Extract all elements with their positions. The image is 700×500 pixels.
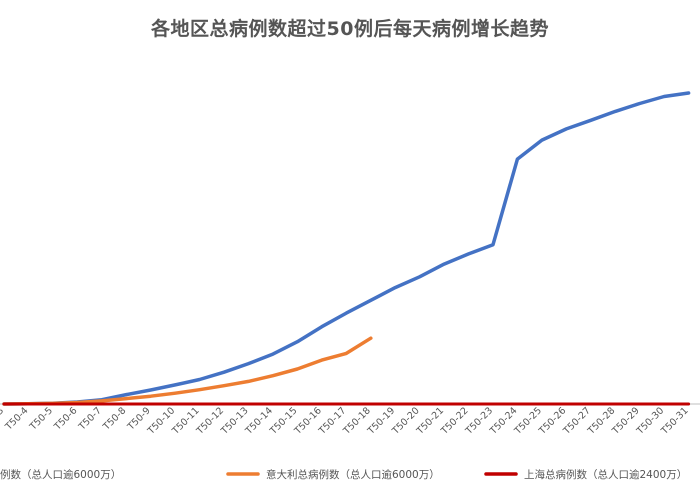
x-tick-label: T50-10 — [145, 405, 177, 437]
x-tick-label: T50-13 — [219, 405, 251, 437]
x-tick-label: T50-5 — [27, 405, 55, 433]
x-tick-label: T50-18 — [341, 405, 373, 437]
x-tick-label: T50-4 — [3, 405, 31, 433]
x-tick-label: T50-15 — [267, 405, 299, 437]
x-tick-label: T50-29 — [610, 405, 642, 437]
x-tick-label: T50-17 — [316, 405, 348, 437]
x-tick-label: T50-21 — [414, 405, 446, 437]
x-tick-label: T50-25 — [512, 405, 544, 437]
x-tick-label: T50-14 — [243, 405, 275, 437]
x-tick-label: T50-20 — [390, 405, 422, 437]
x-tick-label: T50-23 — [463, 405, 495, 437]
legend-label-1: 湖北总病例数（总人口逾6000万） — [0, 468, 121, 481]
x-axis-ticks: T50-3T50-4T50-5T50-6T50-7T50-8T50-9T50-1… — [0, 405, 691, 437]
legend-label-2: 意大利总病例数（总人口逾6000万） — [266, 468, 440, 481]
x-tick-label: T50-24 — [487, 405, 519, 437]
series-line-1 — [2, 91, 691, 406]
x-tick-label: T50-31 — [659, 405, 691, 437]
x-tick-label: T50-16 — [292, 405, 324, 437]
x-tick-label: T50-22 — [439, 405, 471, 437]
legend-label-3: 上海总病例数（总人口逾2400万） — [524, 468, 687, 481]
x-tick-label: T50-6 — [52, 405, 80, 433]
chart-title: 各地区总病例数超过50例后每天病例增长趋势 — [151, 18, 549, 40]
series-line-2 — [2, 336, 373, 406]
x-tick-label: T50-3 — [0, 405, 6, 433]
x-tick-label: T50-26 — [536, 405, 568, 437]
x-tick-label: T50-7 — [76, 405, 104, 433]
x-tick-label: T50-30 — [634, 405, 666, 437]
plot-area — [0, 91, 700, 406]
x-tick-label: T50-19 — [365, 405, 397, 437]
x-tick-label: T50-11 — [170, 405, 202, 437]
x-tick-label: T50-27 — [561, 405, 593, 437]
x-tick-label: T50-28 — [585, 405, 617, 437]
x-tick-label: T50-8 — [101, 405, 129, 433]
x-tick-label: T50-12 — [194, 405, 226, 437]
legend: 湖北总病例数（总人口逾6000万） 意大利总病例数（总人口逾6000万） 上海总病例… — [0, 468, 687, 481]
